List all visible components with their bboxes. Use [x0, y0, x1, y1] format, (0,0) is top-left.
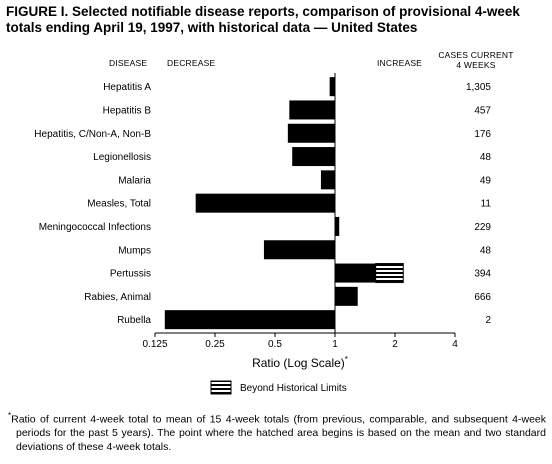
cases-value: 11: [481, 199, 492, 210]
header-disease: DISEASE: [109, 58, 147, 68]
category-label: Malaria: [118, 175, 151, 186]
bar: [263, 240, 335, 260]
cases-value: 666: [474, 292, 491, 303]
bar: [289, 100, 335, 120]
header-cases-line-1: CASES CURRENT: [438, 50, 513, 60]
cases-value: 1,305: [466, 82, 491, 93]
category-label: Legionellosis: [93, 152, 151, 163]
bar-beyond-limits: [375, 263, 404, 284]
x-tick-label: 0.125: [142, 339, 167, 350]
footnote: *Ratio of current 4-week total to mean o…: [8, 409, 546, 454]
category-label: Pertussis: [110, 269, 151, 280]
bar: [335, 216, 340, 236]
cases-value: 176: [474, 129, 491, 140]
cases-value: 48: [480, 245, 492, 256]
category-label: Meningococcal Infections: [39, 222, 151, 233]
legend-swatch: [210, 380, 232, 395]
footnote-body: *Ratio of current 4-week total to mean o…: [8, 409, 546, 454]
category-label: Hepatitis B: [103, 105, 152, 116]
cases-value: 457: [474, 105, 491, 116]
category-label: Hepatitis, C/Non-A, Non-B: [34, 129, 151, 140]
bar: [292, 147, 335, 167]
cases-value: 2: [485, 315, 491, 326]
cases-value: 229: [474, 222, 491, 233]
category-label: Measles, Total: [87, 199, 151, 210]
footnote-marker: *: [8, 411, 12, 420]
legend-label: Beyond Historical Limits: [240, 383, 347, 394]
footnote-text: Ratio of current 4-week total to mean of…: [11, 413, 546, 453]
bar: [287, 123, 335, 143]
x-axis-label-marker: *: [345, 355, 348, 364]
figure-title: FIGURE I. Selected notifiable disease re…: [6, 4, 520, 35]
x-tick-label: 4: [452, 339, 458, 350]
bar: [320, 170, 335, 190]
header-increase: INCREASE: [377, 58, 422, 68]
bar: [335, 263, 376, 283]
category-label: Hepatitis A: [103, 82, 151, 93]
cases-value: 48: [480, 152, 492, 163]
x-tick-label: 2: [392, 339, 398, 350]
category-label: Rubella: [117, 315, 151, 326]
category-label: Mumps: [118, 245, 151, 256]
plot-area: Hepatitis A 1,305 Hepatitis B 457 Hepatitis,…: [34, 73, 491, 350]
bar: [164, 310, 335, 330]
x-axis-label: Ratio (Log Scale)*: [252, 355, 348, 370]
cases-value: 49: [480, 175, 492, 186]
x-tick-label: 0.5: [268, 339, 282, 350]
cases-value: 394: [474, 269, 491, 280]
header-decrease: DECREASE: [167, 58, 215, 68]
bar: [335, 286, 358, 306]
x-tick-label: 0.25: [205, 339, 225, 350]
x-axis-label-text: Ratio (Log Scale): [252, 356, 345, 370]
x-tick-label: 1: [332, 339, 338, 350]
header-cases-line-2: 4 WEEKS: [456, 60, 495, 70]
category-label: Rabies, Animal: [84, 292, 151, 303]
bar: [329, 77, 335, 97]
bar: [195, 193, 335, 213]
